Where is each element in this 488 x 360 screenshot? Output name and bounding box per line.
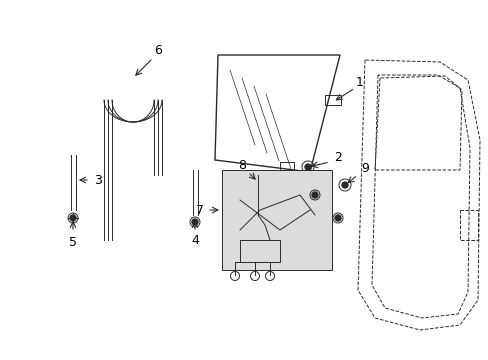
- Text: 7: 7: [196, 203, 203, 216]
- Circle shape: [341, 182, 347, 188]
- Circle shape: [334, 215, 340, 221]
- Bar: [459, 210, 477, 240]
- Bar: [240, 240, 280, 262]
- Bar: [222, 170, 331, 270]
- Bar: [280, 162, 293, 171]
- Text: 8: 8: [238, 158, 245, 171]
- Text: 2: 2: [333, 150, 341, 163]
- Text: 6: 6: [154, 44, 162, 57]
- Bar: [325, 95, 340, 105]
- Text: 1: 1: [355, 76, 363, 89]
- Circle shape: [192, 219, 198, 225]
- Circle shape: [311, 192, 317, 198]
- Text: 5: 5: [69, 235, 77, 248]
- Circle shape: [70, 215, 76, 221]
- Text: 4: 4: [191, 234, 199, 247]
- Circle shape: [305, 164, 310, 170]
- Text: 9: 9: [360, 162, 368, 175]
- Text: 3: 3: [94, 174, 102, 186]
